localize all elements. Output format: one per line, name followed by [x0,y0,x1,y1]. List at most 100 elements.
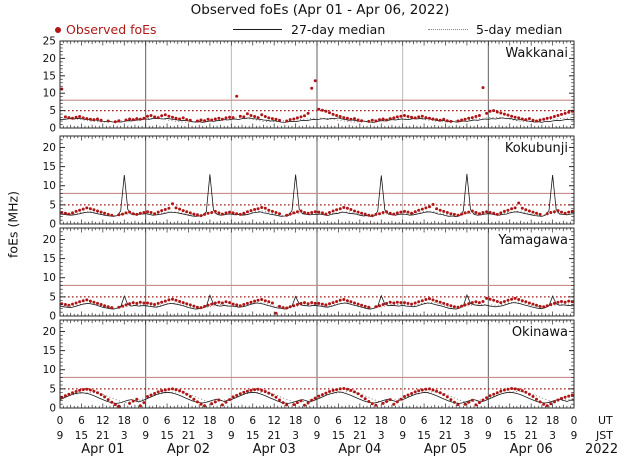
observed-dot [267,391,271,395]
observed-dot [485,210,489,214]
observed-dot [388,211,392,215]
ut-tick-label: 6 [421,415,428,427]
observed-dot [356,118,360,122]
observed-dot [149,114,153,117]
ut-tick-label: 0 [228,415,235,427]
observed-dot [527,209,531,213]
observed-dot [567,299,571,303]
observed-dot [449,304,453,308]
observed-dot [492,109,496,113]
ut-tick-label: 18 [460,415,473,427]
observed-dot [406,210,410,214]
observed-dot [185,210,189,214]
observed-dot [303,211,306,214]
date-label: Apr 01 [81,442,124,457]
page-title: Observed foEs (Apr 01 - Apr 06, 2022) [190,2,450,18]
observed-dot [295,303,299,306]
observed-dot [320,302,324,306]
observed-dot [231,211,235,215]
observed-dot [403,114,406,117]
observed-dot [288,118,292,122]
ut-tick-label: 0 [314,415,321,427]
observed-dot [506,298,510,302]
observed-dot [106,398,110,402]
observed-dot [217,116,221,120]
observed-dot [470,301,474,305]
observed-dot [178,389,182,393]
observed-dot [178,300,182,303]
observed-dot [520,206,524,210]
observed-dot [238,392,242,396]
observed-dot [392,301,396,305]
observed-dot [403,395,406,398]
observed-dot [67,116,71,120]
observed-dot [303,403,306,407]
y-tick-label: 10 [43,272,56,284]
observed-dot [238,212,242,216]
observed-dot [492,211,496,215]
observed-dot [488,211,492,214]
observed-dot [474,211,478,214]
jst-tick-label: 21 [524,430,537,442]
observed-dot [345,387,349,391]
observed-dot [335,388,339,392]
observed-dot [331,301,335,305]
observed-dot [381,401,385,405]
observed-dot [335,208,339,212]
observed-dot [135,117,139,121]
observed-dot [121,212,124,216]
observed-dot [567,110,571,114]
observed-dot [385,400,389,403]
observed-dot [67,212,71,216]
jst-row-label: JST [595,429,613,442]
observed-dot [467,116,471,120]
observed-dot [563,111,567,115]
observed-dot [253,388,257,392]
y-tick-label: 5 [49,291,56,303]
observed-dot [324,391,328,395]
observed-dot [403,301,406,305]
ut-tick-label: 18 [289,415,302,427]
observed-dot [242,390,246,394]
observed-dot [517,388,521,392]
ut-tick-label: 0 [142,415,149,427]
observed-dot [370,214,374,218]
observed-dot [220,301,224,305]
observed-dot [149,302,153,306]
observed-dot [181,301,185,305]
ut-tick-label: 6 [335,415,342,427]
observed-dot [85,117,89,121]
observed-dot [417,208,421,212]
observed-dot [167,298,171,302]
observed-dot [477,301,481,305]
observed-dot [274,311,278,315]
station-label: Wakkanai [505,46,568,61]
observed-dot [224,211,228,215]
observed-dot [549,402,553,406]
observed-dot [506,208,510,212]
observed-dot [245,301,249,305]
observed-dot [481,86,485,90]
observed-dot [477,114,481,117]
y-tick-label: 10 [43,364,56,376]
observed-dot [338,298,342,302]
observed-dot [99,118,103,122]
observed-dot [313,396,317,400]
observed-dot [513,387,517,391]
observed-dot [506,113,510,117]
observed-dot [438,118,442,122]
observed-dot [99,393,103,397]
observed-dot [88,299,92,303]
observed-dot [435,118,439,122]
observed-dot [224,300,228,304]
observed-dot [274,211,278,214]
observed-dot [342,298,346,301]
observed-dot [81,207,85,211]
observed-dot [92,118,96,122]
jst-tick-label: 9 [142,430,149,442]
observed-dot [306,211,310,215]
observed-dot [203,212,207,216]
observed-dot [249,209,253,213]
observed-dot [410,211,414,215]
